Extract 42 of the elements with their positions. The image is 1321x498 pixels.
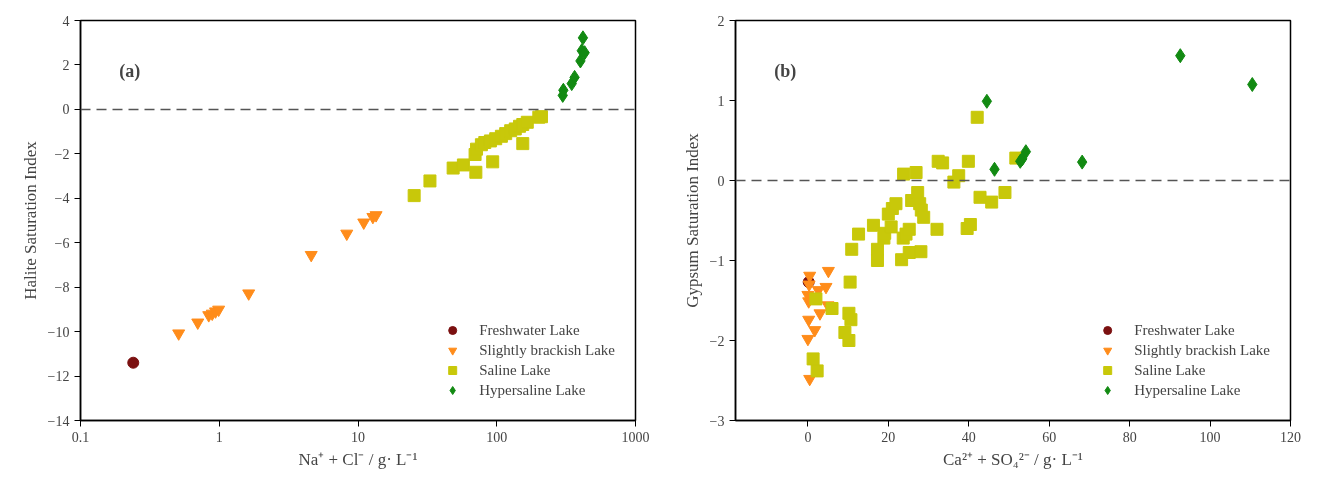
y-tick-label: 2	[717, 13, 725, 29]
annotation: (b)	[774, 60, 797, 82]
x-tick-label: 0.1	[71, 429, 90, 445]
y-tick-label: −3	[709, 413, 725, 429]
x-tick-label: 100	[486, 429, 508, 445]
y-tick-label: −2	[54, 146, 70, 162]
y-tick-label: 1	[717, 93, 725, 109]
x-tick-label: 120	[1280, 429, 1301, 445]
x-tick-label: 0	[804, 429, 812, 445]
x-tick-label: 80	[1122, 429, 1137, 445]
y-axis-title: Gypsum Saturation Index	[682, 132, 702, 308]
legend-label: Saline Lake	[1134, 361, 1206, 379]
legend-label: Slightly brackish Lake	[479, 341, 615, 359]
y-tick-label: −1	[709, 253, 725, 269]
y-tick-label: 4	[62, 13, 70, 29]
x-tick-label: 60	[1042, 429, 1057, 445]
x-tick-label: 10	[351, 429, 365, 445]
legend-label: Saline Lake	[479, 361, 551, 379]
y-tick-label: −12	[47, 369, 70, 385]
legend-label: Freshwater Lake	[479, 321, 580, 339]
y-tick-label: −8	[54, 280, 70, 296]
y-tick-label: −4	[54, 191, 70, 207]
x-axis-title: Ca²⁺ + SO₄²⁻ / g· L⁻¹	[943, 449, 1083, 469]
y-tick-label: −10	[47, 324, 70, 340]
y-tick-label: −6	[54, 235, 70, 251]
y-tick-label: 2	[62, 57, 70, 73]
x-tick-label: 20	[881, 429, 896, 445]
y-tick-label: −2	[709, 333, 725, 349]
legend-label: Hypersaline Lake	[1134, 381, 1241, 399]
x-axis-title: Na⁺ + Cl⁻ / g· L⁻¹	[298, 449, 418, 469]
legend-label: Freshwater Lake	[1134, 321, 1235, 339]
legend-label: Hypersaline Lake	[479, 381, 586, 399]
x-tick-label: 40	[961, 429, 976, 445]
legend-label: Slightly brackish Lake	[1134, 341, 1270, 359]
y-tick-label: −14	[47, 413, 70, 429]
y-axis-title: Halite Saturation Index	[20, 140, 40, 300]
x-tick-label: 1	[215, 429, 223, 445]
annotation: (a)	[119, 60, 141, 82]
x-tick-label: 1000	[621, 429, 650, 445]
y-tick-label: 0	[717, 173, 725, 189]
y-tick-label: 0	[62, 102, 70, 118]
x-tick-label: 100	[1199, 429, 1221, 445]
